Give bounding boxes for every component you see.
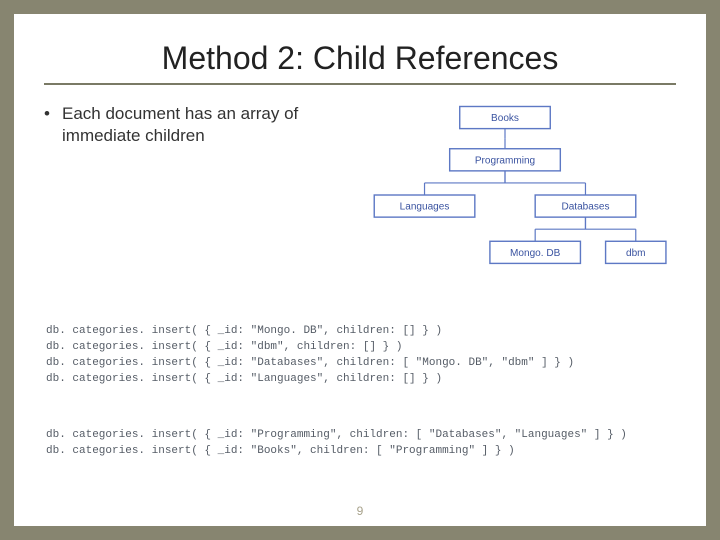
code-block: db. categories. insert( { _id: "Mongo. D… — [44, 308, 676, 491]
tree-label-databases: Databases — [561, 202, 609, 213]
tree-svg: Books Programming Languages Databases Mongo.… — [334, 99, 676, 289]
bullet-block: Each document has an array of immediate … — [44, 99, 324, 147]
code-group-2: db. categories. insert( { _id: "Programm… — [44, 428, 676, 460]
slide-content: Method 2: Child References Each document… — [14, 14, 706, 526]
body-row: Each document has an array of immediate … — [44, 99, 676, 294]
tree-label-books: Books — [491, 113, 519, 124]
tree-diagram: Books Programming Languages Databases Mongo.… — [334, 99, 676, 294]
code-group-1: db. categories. insert( { _id: "Mongo. D… — [44, 324, 676, 388]
bullet-item: Each document has an array of immediate … — [44, 103, 324, 147]
tree-label-programming: Programming — [475, 155, 535, 166]
page-number: 9 — [14, 504, 706, 518]
slide-frame: Method 2: Child References Each document… — [0, 0, 720, 540]
tree-label-dbm: dbm — [626, 248, 646, 259]
tree-label-languages: Languages — [400, 202, 450, 213]
title-underline — [44, 83, 676, 85]
slide-title: Method 2: Child References — [44, 40, 676, 77]
tree-label-mongodb: Mongo. DB — [510, 248, 561, 259]
